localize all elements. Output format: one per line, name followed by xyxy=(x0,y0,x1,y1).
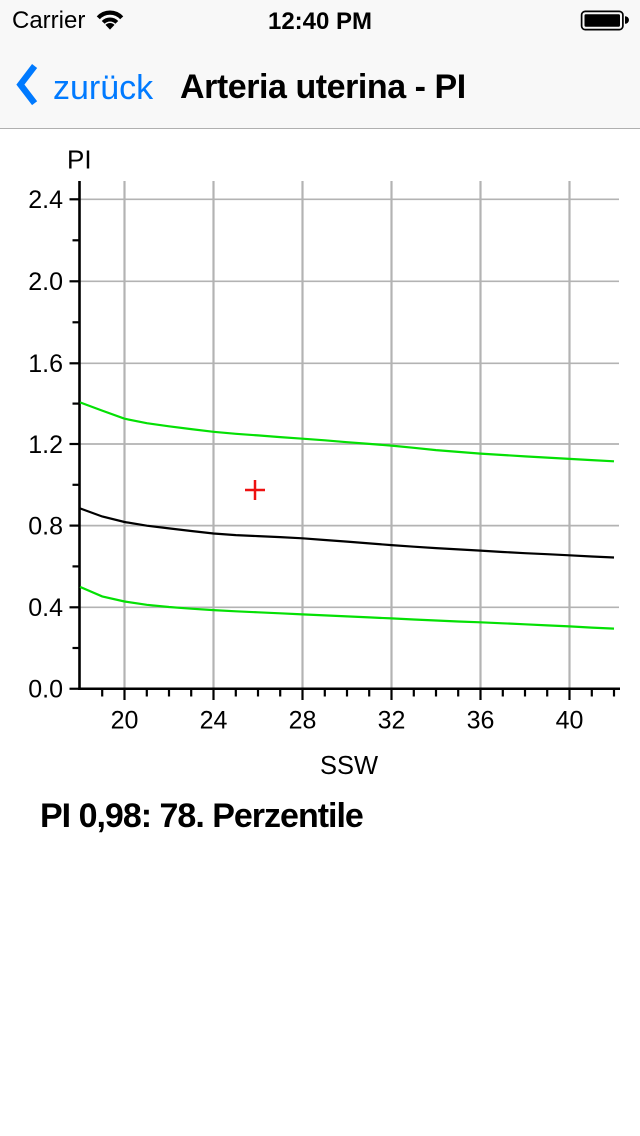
svg-text:24: 24 xyxy=(200,706,228,734)
svg-text:2.0: 2.0 xyxy=(28,268,63,296)
svg-text:1.2: 1.2 xyxy=(28,431,63,459)
svg-text:2.4: 2.4 xyxy=(28,186,63,214)
svg-text:0.0: 0.0 xyxy=(28,676,63,704)
svg-text:28: 28 xyxy=(289,706,317,734)
svg-text:1.6: 1.6 xyxy=(28,350,63,378)
svg-text:PI: PI xyxy=(67,145,92,175)
svg-text:0.4: 0.4 xyxy=(28,594,63,622)
svg-text:40: 40 xyxy=(556,706,584,734)
svg-text:36: 36 xyxy=(467,706,495,734)
svg-text:32: 32 xyxy=(378,706,406,734)
svg-text:20: 20 xyxy=(111,706,139,734)
svg-text:0.8: 0.8 xyxy=(28,513,63,541)
svg-text:SSW: SSW xyxy=(320,752,378,780)
